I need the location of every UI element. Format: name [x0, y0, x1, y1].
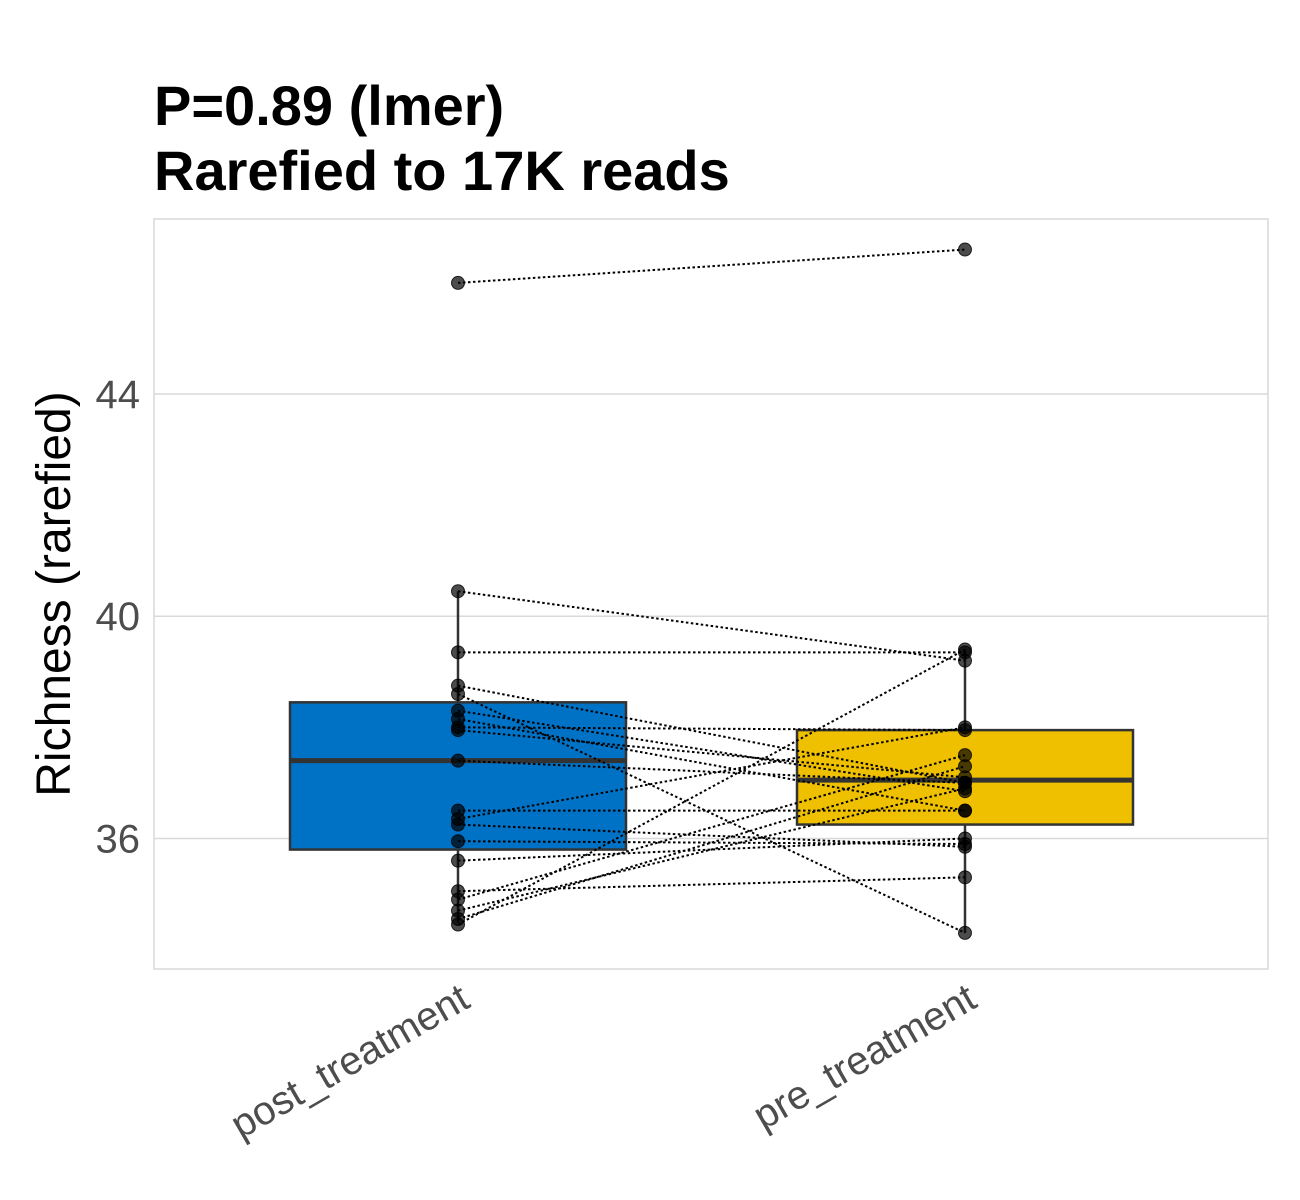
plot-panel-border — [153, 218, 1269, 970]
chart-subtitle: Rarefied to 17K reads — [154, 139, 730, 202]
data-point — [451, 645, 465, 660]
x-tick-label: post_treatment — [223, 976, 476, 1148]
y-tick-label: 44 — [96, 373, 141, 417]
y-tick-label: 36 — [96, 817, 141, 861]
pair-line — [457, 765, 966, 920]
data-point — [958, 831, 972, 846]
data-point — [958, 759, 972, 774]
data-point — [451, 834, 465, 849]
data-point — [958, 720, 972, 735]
data-point — [451, 853, 465, 868]
pair-line — [457, 684, 966, 784]
pair-line — [457, 709, 966, 793]
data-point — [958, 870, 972, 885]
y-tick-label: 40 — [96, 595, 141, 639]
data-point — [451, 917, 465, 932]
x-tick-label: pre_treatment — [746, 976, 984, 1139]
pair-line — [457, 248, 966, 284]
data-point — [451, 275, 465, 290]
pair-line — [457, 693, 966, 934]
pair-line — [457, 726, 966, 820]
pair-line — [457, 648, 966, 926]
y-axis-label: Richness (rarefied) — [28, 391, 81, 796]
chart-title: P=0.89 (lmer) — [154, 74, 505, 137]
data-point — [958, 925, 972, 940]
data-point — [958, 242, 972, 257]
pair-line — [457, 787, 966, 912]
data-point — [451, 753, 465, 768]
data-point — [451, 687, 465, 701]
data-point — [958, 642, 972, 657]
data-point — [451, 817, 465, 832]
data-point — [958, 781, 972, 796]
pair-line — [457, 590, 966, 662]
pair-line — [457, 718, 966, 812]
data-point — [958, 803, 972, 818]
data-point — [451, 723, 465, 738]
data-point — [451, 584, 465, 599]
